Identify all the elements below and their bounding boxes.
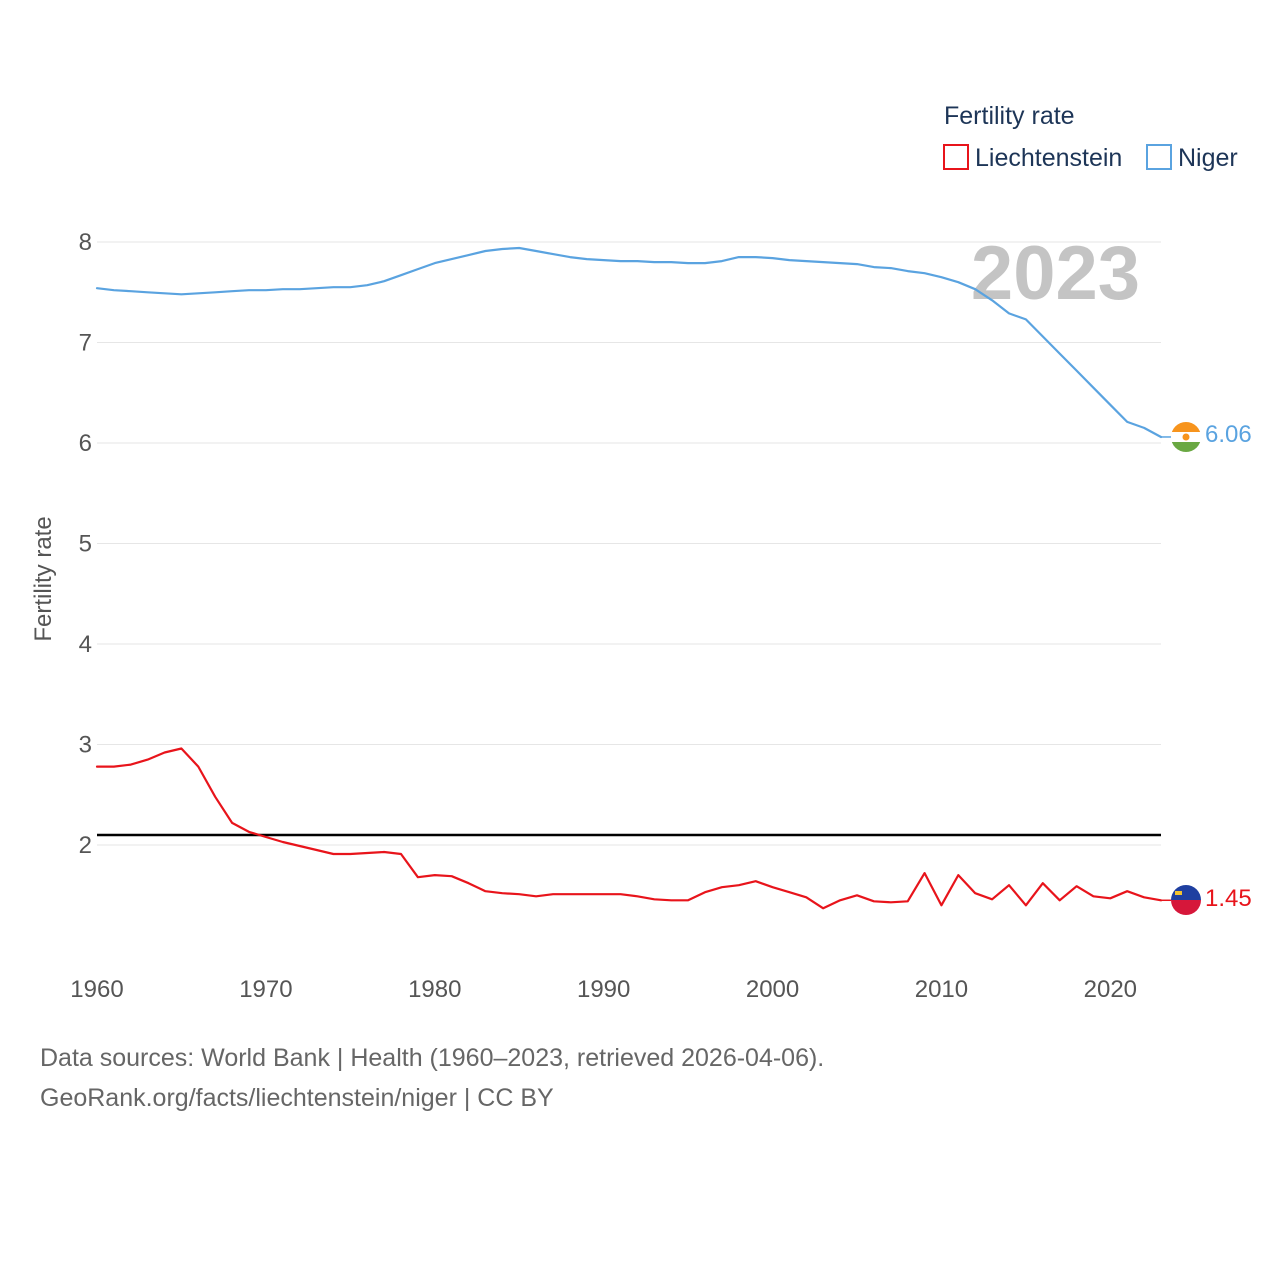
footer-attribution[interactable]: GeoRank.org/facts/liechtenstein/niger | … — [40, 1084, 554, 1112]
niger-end-marker: 6.06 — [1171, 421, 1252, 452]
y-tick-label-5: 5 — [79, 531, 92, 558]
niger-flag-icon — [1171, 422, 1201, 452]
x-tick-label-1990: 1990 — [577, 976, 630, 1003]
x-tick-label-1960: 1960 — [70, 976, 123, 1003]
liechtenstein-end-value: 1.45 — [1205, 885, 1252, 912]
series-lines — [95, 246, 1171, 910]
y-tick-label-7: 7 — [79, 330, 92, 357]
series-line-liechtenstein — [95, 747, 1163, 910]
legend-title: Fertility rate — [944, 102, 1075, 130]
y-tick-label-8: 8 — [79, 229, 92, 256]
x-axis-ticks: 1960 1970 1980 1990 2000 2010 2020 — [70, 976, 1137, 1003]
x-tick-label-2010: 2010 — [915, 976, 968, 1003]
grid-lines — [97, 241, 1161, 846]
legend-label-niger[interactable]: Niger — [1178, 144, 1238, 172]
y-tick-label-3: 3 — [79, 732, 92, 759]
liechtenstein-flag-icon — [1171, 885, 1201, 915]
y-tick-label-2: 2 — [79, 832, 92, 859]
legend-swatch-liechtenstein[interactable] — [943, 144, 969, 170]
liechtenstein-end-marker: 1.45 — [1171, 885, 1252, 915]
legend: Fertility rate Liechtenstein Niger — [943, 102, 1238, 172]
y-tick-label-6: 6 — [79, 430, 92, 457]
y-axis-ticks: 2 3 4 5 6 7 8 — [79, 229, 92, 859]
series-line-niger — [95, 246, 1163, 439]
legend-label-liechtenstein[interactable]: Liechtenstein — [975, 144, 1122, 172]
y-axis-title: Fertility rate — [30, 516, 57, 641]
x-tick-label-1970: 1970 — [239, 976, 292, 1003]
x-tick-label-2000: 2000 — [746, 976, 799, 1003]
year-watermark: 2023 — [971, 231, 1140, 316]
niger-end-value: 6.06 — [1205, 421, 1252, 448]
x-tick-label-1980: 1980 — [408, 976, 461, 1003]
legend-swatch-niger[interactable] — [1146, 144, 1172, 170]
y-tick-label-4: 4 — [79, 631, 92, 658]
x-tick-label-2020: 2020 — [1084, 976, 1137, 1003]
footer-source: Data sources: World Bank | Health (1960–… — [40, 1044, 825, 1072]
